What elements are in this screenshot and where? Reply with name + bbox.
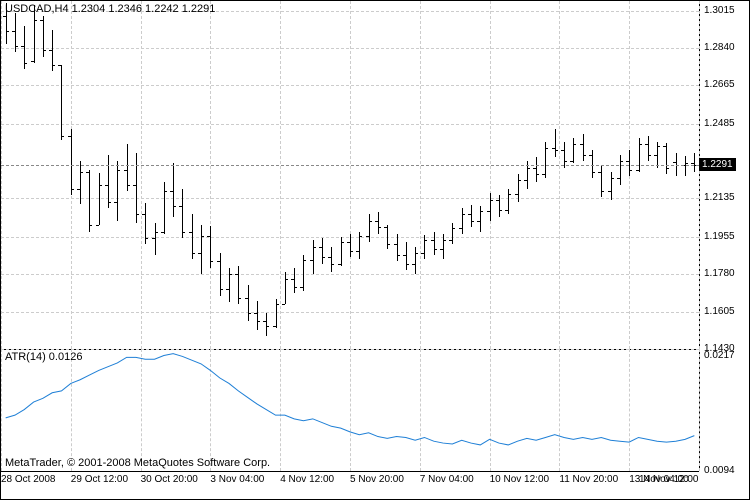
indicator-y-axis: 0.02170.0094	[699, 349, 749, 471]
x-tick: 3 Nov 04:00	[210, 474, 264, 485]
chart-title: USDCAD,H4 1.2304 1.2346 1.2242 1.2291	[5, 3, 215, 15]
x-tick: 11 Nov 20:00	[559, 474, 618, 485]
copyright-text: MetaTrader, © 2001-2008 MetaQuotes Softw…	[5, 457, 270, 469]
price-ytick: 1.2135	[704, 192, 735, 203]
x-tick: 10 Nov 12:00	[490, 474, 550, 485]
x-tick: 28 Oct 2008	[1, 474, 55, 485]
indicator-panel[interactable]: ATR(14) 0.0126 MetaTrader, © 2001-2008 M…	[1, 349, 700, 471]
x-tick: 29 Oct 12:00	[71, 474, 128, 485]
current-price-line	[1, 165, 699, 166]
x-tick: 5 Nov 20:00	[350, 474, 404, 485]
price-ytick: 1.2665	[704, 79, 735, 90]
price-ytick: 1.2485	[704, 118, 735, 129]
price-ytick: 1.2840	[704, 42, 735, 53]
atr-line	[1, 349, 699, 471]
price-ytick: 1.1955	[704, 231, 735, 242]
indicator-ytick: 0.0094	[704, 465, 735, 476]
price-panel[interactable]: USDCAD,H4 1.2304 1.2346 1.2242 1.2291	[1, 1, 700, 350]
price-ytick: 1.1605	[704, 306, 735, 317]
current-price-marker: 1.2291	[699, 158, 736, 171]
chart-container: USDCAD,H4 1.2304 1.2346 1.2242 1.2291 1.…	[0, 0, 750, 500]
x-tick: 4 Nov 12:00	[280, 474, 334, 485]
price-ytick: 1.1780	[704, 268, 735, 279]
x-axis: 28 Oct 2008 29 Oct 12:00 30 Oct 20:00 3 Nov…	[1, 471, 699, 500]
x-tick: 7 Nov 04:00	[420, 474, 474, 485]
indicator-title: ATR(14) 0.0126	[5, 351, 82, 363]
x-tick: 14 Nov 12:00	[639, 474, 699, 485]
x-tick: 30 Oct 20:00	[141, 474, 198, 485]
price-y-axis: 1.3015 1.2840 1.2665 1.2485 1.2291 1.2135 1.19…	[699, 1, 749, 349]
indicator-ytick: 0.0217	[704, 350, 735, 361]
price-ytick: 1.3015	[704, 5, 735, 16]
